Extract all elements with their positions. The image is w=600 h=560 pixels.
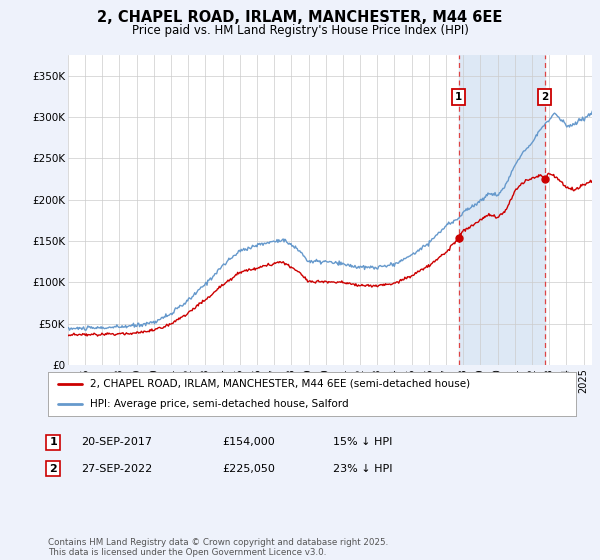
- Text: 23% ↓ HPI: 23% ↓ HPI: [333, 464, 392, 474]
- Text: £225,050: £225,050: [222, 464, 275, 474]
- Text: Price paid vs. HM Land Registry's House Price Index (HPI): Price paid vs. HM Land Registry's House …: [131, 24, 469, 37]
- Bar: [458, 55, 545, 365]
- Text: £154,000: £154,000: [222, 437, 275, 447]
- Text: 1: 1: [455, 92, 462, 102]
- Text: 2: 2: [49, 464, 57, 474]
- Text: 1: 1: [49, 437, 57, 447]
- Text: 27-SEP-2022: 27-SEP-2022: [81, 464, 152, 474]
- Text: 2, CHAPEL ROAD, IRLAM, MANCHESTER, M44 6EE: 2, CHAPEL ROAD, IRLAM, MANCHESTER, M44 6…: [97, 10, 503, 25]
- Text: 2: 2: [541, 92, 548, 102]
- Text: 15% ↓ HPI: 15% ↓ HPI: [333, 437, 392, 447]
- Text: 20-SEP-2017: 20-SEP-2017: [81, 437, 152, 447]
- Text: 2, CHAPEL ROAD, IRLAM, MANCHESTER, M44 6EE (semi-detached house): 2, CHAPEL ROAD, IRLAM, MANCHESTER, M44 6…: [90, 379, 470, 389]
- Text: Contains HM Land Registry data © Crown copyright and database right 2025.
This d: Contains HM Land Registry data © Crown c…: [48, 538, 388, 557]
- Text: HPI: Average price, semi-detached house, Salford: HPI: Average price, semi-detached house,…: [90, 399, 349, 409]
